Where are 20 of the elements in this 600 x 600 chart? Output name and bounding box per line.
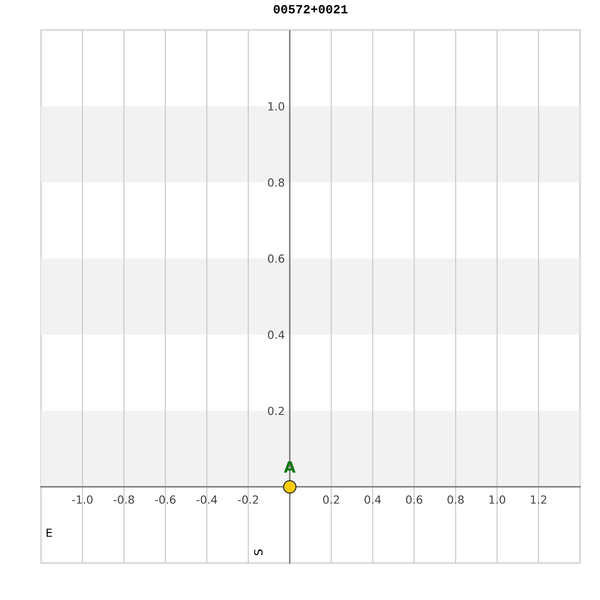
- x-tick-label: -0.6: [155, 495, 176, 504]
- x-tick-label: -0.2: [238, 495, 258, 504]
- chart-title: 00572+0021: [274, 4, 348, 14]
- x-tick-label: 0.4: [364, 495, 381, 504]
- y-tick-label: 0.2: [268, 406, 284, 416]
- x-tick-label: -1.0: [72, 495, 93, 504]
- x-tick-label: -0.4: [196, 495, 218, 504]
- series-label: A: [284, 461, 296, 473]
- y-tick-label: 0.6: [268, 254, 284, 263]
- x-tick-label: 0.8: [448, 495, 464, 504]
- y-tick-label: 0.4: [268, 330, 284, 339]
- x-tick-label: 1.2: [530, 495, 546, 504]
- x-tick-label: 1.0: [489, 495, 506, 504]
- y-tick-label: 0.8: [268, 178, 284, 187]
- y-tick-label: 1.0: [268, 102, 284, 111]
- x-tick-label: 0.6: [406, 495, 422, 504]
- x-tick-label: -0.8: [114, 495, 134, 504]
- y-axis-title: S: [254, 549, 263, 556]
- x-tick-label: 0.2: [323, 495, 339, 504]
- x-axis-title: E: [46, 528, 52, 537]
